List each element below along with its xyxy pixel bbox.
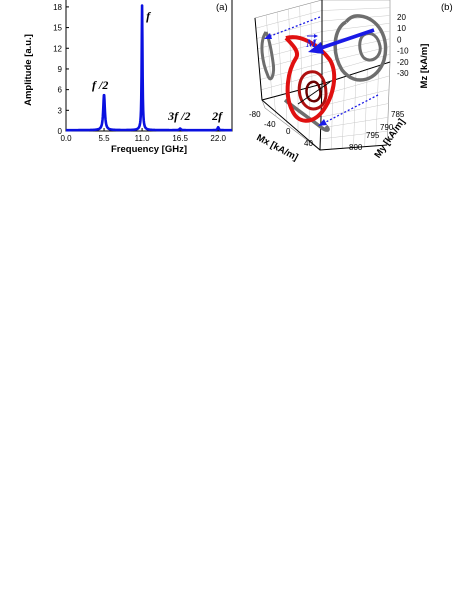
- z-tick-label-2: 0: [397, 35, 402, 44]
- vector-shaft: [317, 28, 375, 51]
- box-edges: [254, 0, 391, 151]
- y-tick-label-6: 18: [53, 3, 62, 12]
- projection-right-wall-inner: [358, 32, 382, 62]
- vector-label: M: [305, 36, 317, 50]
- trajectory-loop-small: [305, 80, 322, 103]
- x-axis-label: Frequency [GHz]: [111, 144, 187, 155]
- y-axis-label: Amplitude [a.u.]: [23, 34, 34, 106]
- amplitude-spectrum-line: [64, 4, 234, 132]
- x3d-tick-label-2: 0: [286, 127, 291, 136]
- panel-b-label: (b): [441, 2, 453, 13]
- x-tick-label-4: 22.0: [210, 134, 226, 143]
- grid-back-h-7: [261, 73, 323, 90]
- grid-top-h-1: [321, 7, 391, 11]
- peak-label-0: f /2: [92, 78, 108, 92]
- projection-back-wall: [260, 31, 275, 81]
- x3d-tick-label-0: -80: [249, 110, 261, 119]
- projection-floor: [283, 98, 330, 132]
- x-tick-label-2: 11.0: [135, 134, 151, 143]
- peak-label-2: 3f /2: [167, 109, 190, 123]
- z-tick-label-4: -20: [397, 58, 409, 67]
- grid-floor-a-1: [273, 96, 277, 117]
- grid-right-h-5: [320, 130, 388, 140]
- projection-right-wall-outer: [333, 14, 388, 82]
- y-tick-label-4: 12: [53, 44, 62, 53]
- x-axis-ticks-3d: -80-40 0 40: [249, 110, 313, 148]
- z-axis-ticks: 20 10 0 -10 -20 -30: [397, 13, 409, 78]
- x3d-tick-label-3: 40: [304, 139, 313, 148]
- panel-a-label: (a): [216, 2, 228, 13]
- y-tick-label-3: 9: [58, 65, 63, 74]
- grid-right-h-2: [321, 89, 390, 107]
- trajectory-outer: [284, 35, 337, 123]
- arrow-to-back-wall: [267, 16, 321, 38]
- z-tick-label-5: -30: [397, 69, 409, 78]
- y3d-tick-label-2: 795: [366, 131, 380, 140]
- vector-arrowhead: [308, 42, 324, 54]
- y-tick-label-0: 0: [58, 127, 63, 136]
- magnetization-vector: M: [305, 28, 375, 54]
- z-tick-label-3: -10: [397, 47, 409, 56]
- grid-back-h-5: [259, 52, 323, 70]
- x-tick-label-0: 0.0: [60, 134, 72, 143]
- z-tick-label-0: 20: [397, 13, 406, 22]
- y-tick-label-5: 15: [53, 24, 62, 33]
- arrow-to-floor: [321, 94, 379, 125]
- projection-arrows: [264, 16, 379, 126]
- grid-right-h-4: [320, 117, 389, 129]
- x-axis-ticks: 0.0 5.5 11.0 16.5 22.0: [60, 128, 226, 143]
- arrow-head-floor: [318, 119, 327, 126]
- trajectory-axis-line: [297, 81, 331, 105]
- arrow-head-back-wall: [264, 33, 272, 39]
- z-axis-label: Mz [kA/m]: [419, 44, 430, 89]
- x-tick-label-1: 5.5: [98, 134, 110, 143]
- y-tick-label-1: 3: [58, 106, 63, 115]
- x3d-tick-label-1: -40: [264, 120, 276, 129]
- y3d-tick-label-1: 790: [380, 123, 394, 132]
- y-axis-ticks: 0 3 6 9 12 15 18: [53, 3, 69, 136]
- x-axis-label-3d: Mx [kA/m]: [255, 132, 300, 163]
- x-tick-label-3: 16.5: [172, 134, 188, 143]
- peak-annotations: f /2 f 3f /2 2f: [92, 9, 223, 123]
- panel-a-frame: [65, 0, 233, 132]
- grid-top-h-2: [321, 15, 391, 22]
- panel-a: 0 3 6 9 12 15 18 0.0 5.5 11.0 16.5 22.0 f /2 f 3f /2…: [23, 0, 234, 155]
- peak-label-1: f: [146, 9, 151, 23]
- y3d-tick-label-3: 800: [349, 143, 363, 152]
- z-tick-label-1: 10: [397, 24, 406, 33]
- grid-right-h-3: [320, 103, 389, 118]
- grid-top-h-6: [321, 46, 391, 64]
- y-tick-label-2: 6: [58, 86, 63, 95]
- y3d-tick-label-0: 785: [391, 110, 405, 119]
- grid-back-h-1: [255, 10, 323, 29]
- trajectory-loop-large: [297, 70, 328, 111]
- peak-label-3: 2f: [211, 109, 223, 123]
- vector-label-overbar-tip: [314, 34, 318, 38]
